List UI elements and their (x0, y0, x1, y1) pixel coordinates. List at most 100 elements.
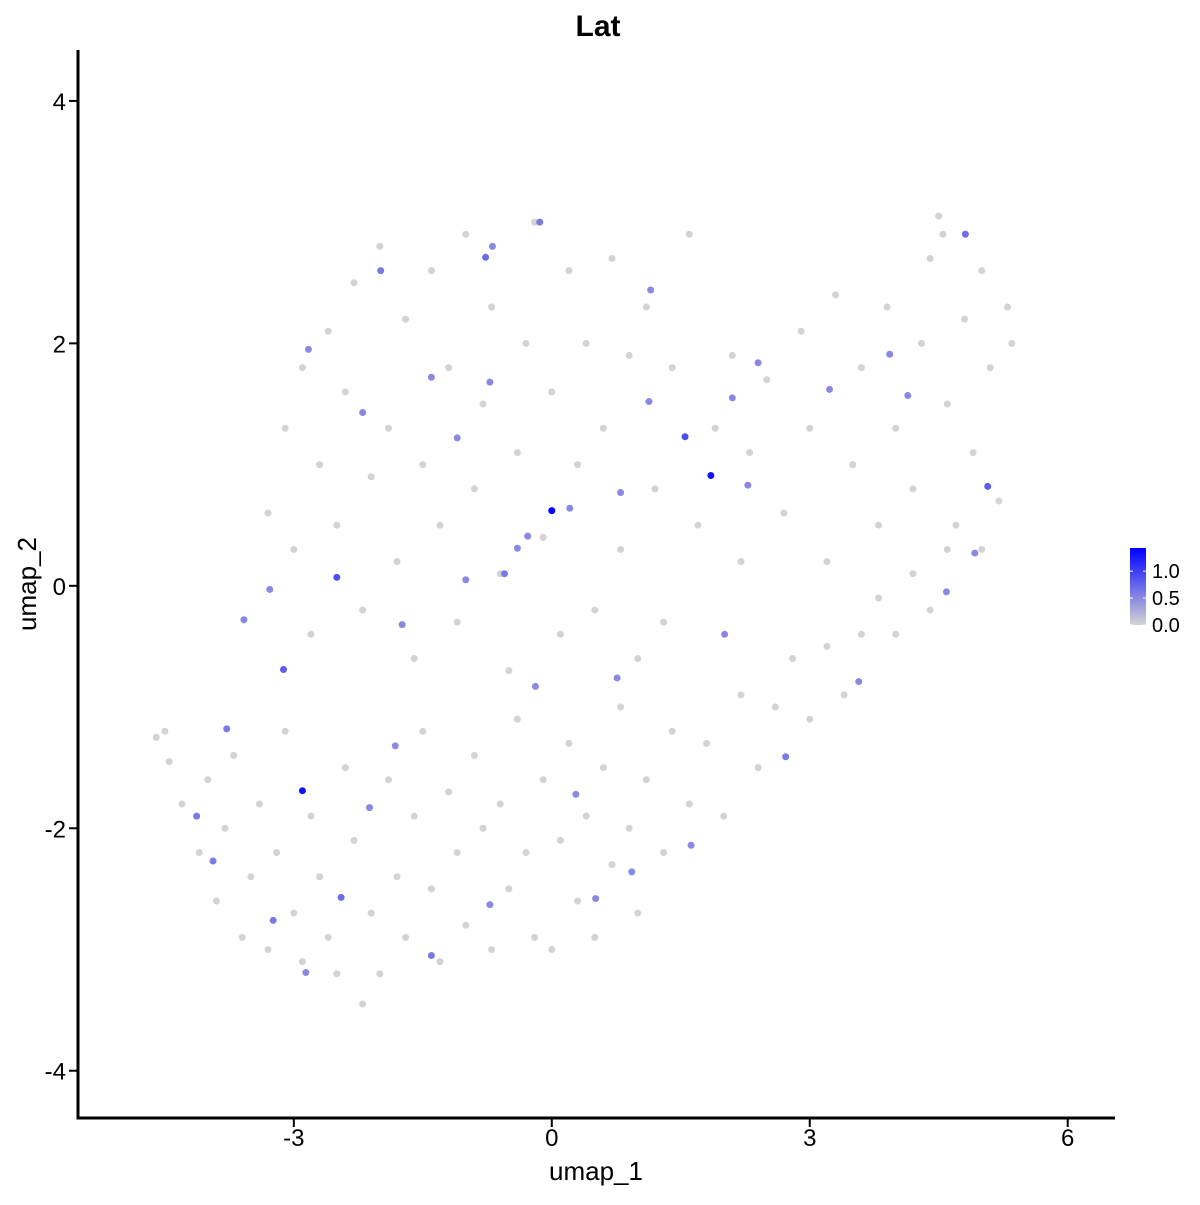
point (316, 873, 324, 881)
point (625, 824, 633, 832)
point (427, 373, 435, 381)
point (737, 558, 745, 566)
point (566, 504, 574, 512)
point (711, 424, 719, 432)
point (427, 952, 435, 960)
colorbar (1130, 548, 1146, 625)
point (995, 497, 1003, 505)
point (376, 970, 384, 978)
point (797, 327, 805, 335)
point (513, 448, 521, 456)
point (645, 398, 653, 406)
chart-title: Lat (576, 10, 621, 43)
point (337, 893, 345, 901)
point (281, 727, 289, 735)
point (952, 521, 960, 529)
point (823, 558, 831, 566)
point (625, 351, 633, 359)
point (402, 315, 410, 323)
point (642, 776, 650, 784)
point (771, 703, 779, 711)
point (488, 945, 496, 953)
point (462, 921, 470, 929)
point (470, 752, 478, 760)
y-tick-label: 2 (53, 331, 66, 358)
point (195, 849, 203, 857)
point (524, 532, 532, 540)
point (608, 861, 616, 869)
point (668, 727, 676, 735)
point (754, 764, 762, 772)
point (592, 895, 600, 903)
point (223, 725, 231, 733)
point (849, 461, 857, 469)
point (298, 787, 306, 795)
point (978, 545, 986, 553)
point (971, 549, 979, 557)
point (642, 303, 650, 311)
point (427, 267, 435, 275)
point (572, 790, 580, 798)
point (634, 655, 642, 663)
y-tick-label: 4 (53, 89, 66, 116)
point (539, 776, 547, 784)
point (694, 521, 702, 529)
point (823, 642, 831, 650)
point (685, 800, 693, 808)
point (685, 230, 693, 238)
point (832, 291, 840, 299)
point (304, 345, 312, 353)
point (591, 606, 599, 614)
point (204, 776, 212, 784)
point (376, 242, 384, 250)
point (307, 812, 315, 820)
point (574, 897, 582, 905)
point (505, 885, 513, 893)
point (687, 841, 695, 849)
x-tick-label: -3 (283, 1125, 304, 1152)
point (969, 448, 977, 456)
point (857, 630, 865, 638)
point (892, 630, 900, 638)
point (419, 461, 427, 469)
point (926, 606, 934, 614)
point (350, 836, 358, 844)
colorbar-tick-label: 1.0 (1152, 561, 1180, 583)
point (513, 715, 521, 723)
x-tick-label: 3 (803, 1125, 816, 1152)
point (247, 873, 255, 881)
point (548, 388, 556, 396)
point (548, 945, 556, 953)
point (152, 733, 160, 741)
point (230, 752, 238, 760)
point (721, 630, 729, 638)
point (462, 576, 470, 584)
point (302, 969, 310, 977)
point (703, 739, 711, 747)
point (909, 485, 917, 493)
point (410, 655, 418, 663)
point (486, 901, 494, 909)
point (886, 350, 894, 358)
point (398, 621, 406, 629)
point (290, 545, 298, 553)
point (608, 255, 616, 263)
point (660, 849, 668, 857)
point (840, 691, 848, 699)
point (883, 303, 891, 311)
point (513, 544, 521, 552)
point (728, 351, 736, 359)
point (660, 618, 668, 626)
point (359, 606, 367, 614)
point (486, 378, 494, 386)
y-tick-label: -2 (45, 816, 66, 843)
point (333, 521, 341, 529)
point (290, 909, 298, 917)
point (445, 364, 453, 372)
point (617, 545, 625, 553)
point (350, 279, 358, 287)
point (496, 800, 504, 808)
point (522, 339, 530, 347)
point (298, 958, 306, 966)
x-axis-label: umap_1 (549, 1156, 643, 1186)
